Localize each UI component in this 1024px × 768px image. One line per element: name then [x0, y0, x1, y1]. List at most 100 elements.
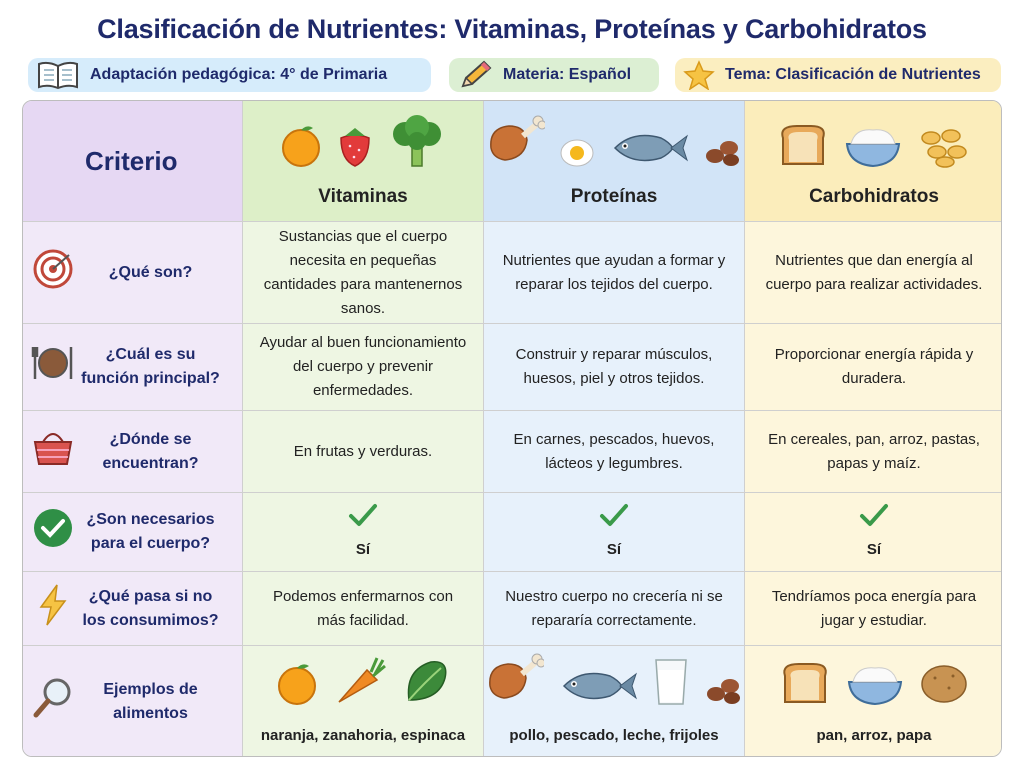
icon-shape: [600, 504, 628, 526]
icon: [34, 509, 72, 547]
icon-shape: [301, 126, 313, 131]
icon-shape: [927, 145, 947, 159]
icon-shape: [521, 121, 539, 139]
icon: [278, 664, 316, 705]
title: Clasificación de Nutrientes: Vitaminas, …: [97, 14, 927, 44]
icon: [781, 125, 825, 165]
icon-shape: [39, 584, 67, 625]
icon-shape: [941, 129, 961, 143]
data-cell: Proporcionar energía rápida y duradera.: [745, 324, 1001, 411]
icon-shape: [706, 149, 724, 163]
badge-text: Tema: Clasificación de Nutrientes: [725, 66, 981, 83]
criterion-cell: ¿Dónde se encuentran?: [23, 411, 243, 493]
icon-shape: [369, 657, 386, 678]
icon: [407, 661, 447, 701]
cell-text: Tendríamos poca energía para jugar y est…: [771, 587, 977, 629]
icon: [655, 659, 687, 705]
icon-shape: [490, 125, 528, 161]
icon-shape: [852, 667, 898, 683]
icon-row: [777, 120, 971, 175]
icon-shape: [845, 143, 901, 168]
icon-shape: [338, 668, 379, 703]
cell-text: Podemos enfermarnos con más facilidad.: [272, 587, 454, 629]
icon: [921, 129, 967, 168]
data-cell: Sustancias que el cuerpo necesita en peq…: [243, 222, 484, 324]
icon-shape: [481, 62, 490, 71]
icon-shape: [52, 253, 70, 270]
icon: [33, 432, 73, 465]
criterion-header: Criterio: [23, 101, 243, 222]
icon: [845, 129, 901, 168]
food-icon: [919, 662, 969, 714]
icon-shape: [405, 115, 429, 139]
icon-shape: [537, 120, 547, 130]
cell-text: Nutrientes que ayudan a formar y reparar…: [502, 251, 726, 293]
icon-shape: [44, 69, 72, 81]
icon-shape: [935, 156, 955, 168]
food-icon: [559, 138, 595, 175]
icon-shape: [43, 678, 71, 706]
cell-text: En carnes, pescados, huevos, lácteos y l…: [513, 430, 715, 472]
cell-text: Sí: [355, 541, 371, 558]
icon: [783, 663, 827, 703]
icon: [562, 672, 637, 700]
badge: Tema: Clasificación de Nutrientes: [675, 58, 1001, 92]
data-cell: Nutrientes que dan energía al cuerpo par…: [745, 222, 1001, 324]
criterion-text: ¿Dónde se encuentran?: [102, 430, 199, 472]
icon-shape: [921, 129, 967, 168]
book-icon: [38, 61, 78, 90]
data-cell: Ayudar al buen funcionamiento del cuerpo…: [243, 324, 484, 411]
food-icon: [777, 120, 829, 175]
icon-shape: [34, 509, 72, 547]
header-text: Carbohidratos: [809, 186, 939, 207]
icon-shape: [570, 146, 584, 160]
icon-shape: [31, 347, 73, 379]
star-icon: [683, 60, 715, 90]
food-icon: [779, 658, 831, 714]
criterion-text: ¿Qué pasa si no los consumimos?: [82, 587, 219, 629]
icon-shape: [520, 659, 538, 677]
data-cell: Sí: [745, 493, 1001, 572]
food-icon: [275, 662, 319, 714]
icon-row: [275, 656, 451, 714]
icon: [282, 126, 320, 167]
icon-row: [484, 652, 744, 714]
cell-text: Nutrientes que dan energía al cuerpo par…: [765, 251, 983, 293]
icon: [921, 665, 967, 703]
icon: [847, 667, 903, 706]
cell-text: Ayudar al buen funcionamiento del cuerpo…: [259, 334, 467, 399]
criterion-text: ¿Qué son?: [108, 263, 193, 281]
icon-shape: [921, 131, 941, 145]
example-cell: pan, arroz, papa: [745, 646, 1001, 756]
criterion-icon: [31, 506, 75, 558]
icon-shape: [349, 504, 377, 526]
icon-shape: [707, 687, 725, 701]
food-icon: [917, 124, 971, 175]
icon-shape: [720, 141, 738, 155]
icon: [490, 115, 547, 161]
cell-text: Proporcionar energía rápida y duradera.: [774, 346, 974, 387]
criterion-icon: [31, 426, 75, 478]
icon-shape: [340, 134, 370, 167]
food-icon: [401, 656, 451, 714]
icon-shape: [357, 148, 361, 152]
food-icon: [843, 124, 903, 175]
icon-shape: [33, 698, 51, 718]
icon: [560, 139, 594, 167]
icon: [613, 134, 688, 162]
cell-text: Sí: [606, 541, 622, 558]
criterion-text: Ejemplos de alimentos: [103, 681, 198, 722]
icon-shape: [33, 440, 73, 465]
food-icon: [484, 652, 546, 714]
icon-shape: [723, 154, 739, 166]
badge: Materia: Español: [449, 58, 659, 92]
food-icon: [704, 674, 744, 714]
data-cell: Nutrientes que ayudan a formar y reparar…: [484, 222, 745, 324]
criterion-cell: ¿Qué pasa si no los consumimos?: [23, 572, 243, 646]
icon-shape: [352, 155, 356, 159]
check-icon: [598, 502, 630, 538]
column-header: Vitaminas: [243, 101, 484, 222]
icon-shape: [278, 667, 316, 705]
